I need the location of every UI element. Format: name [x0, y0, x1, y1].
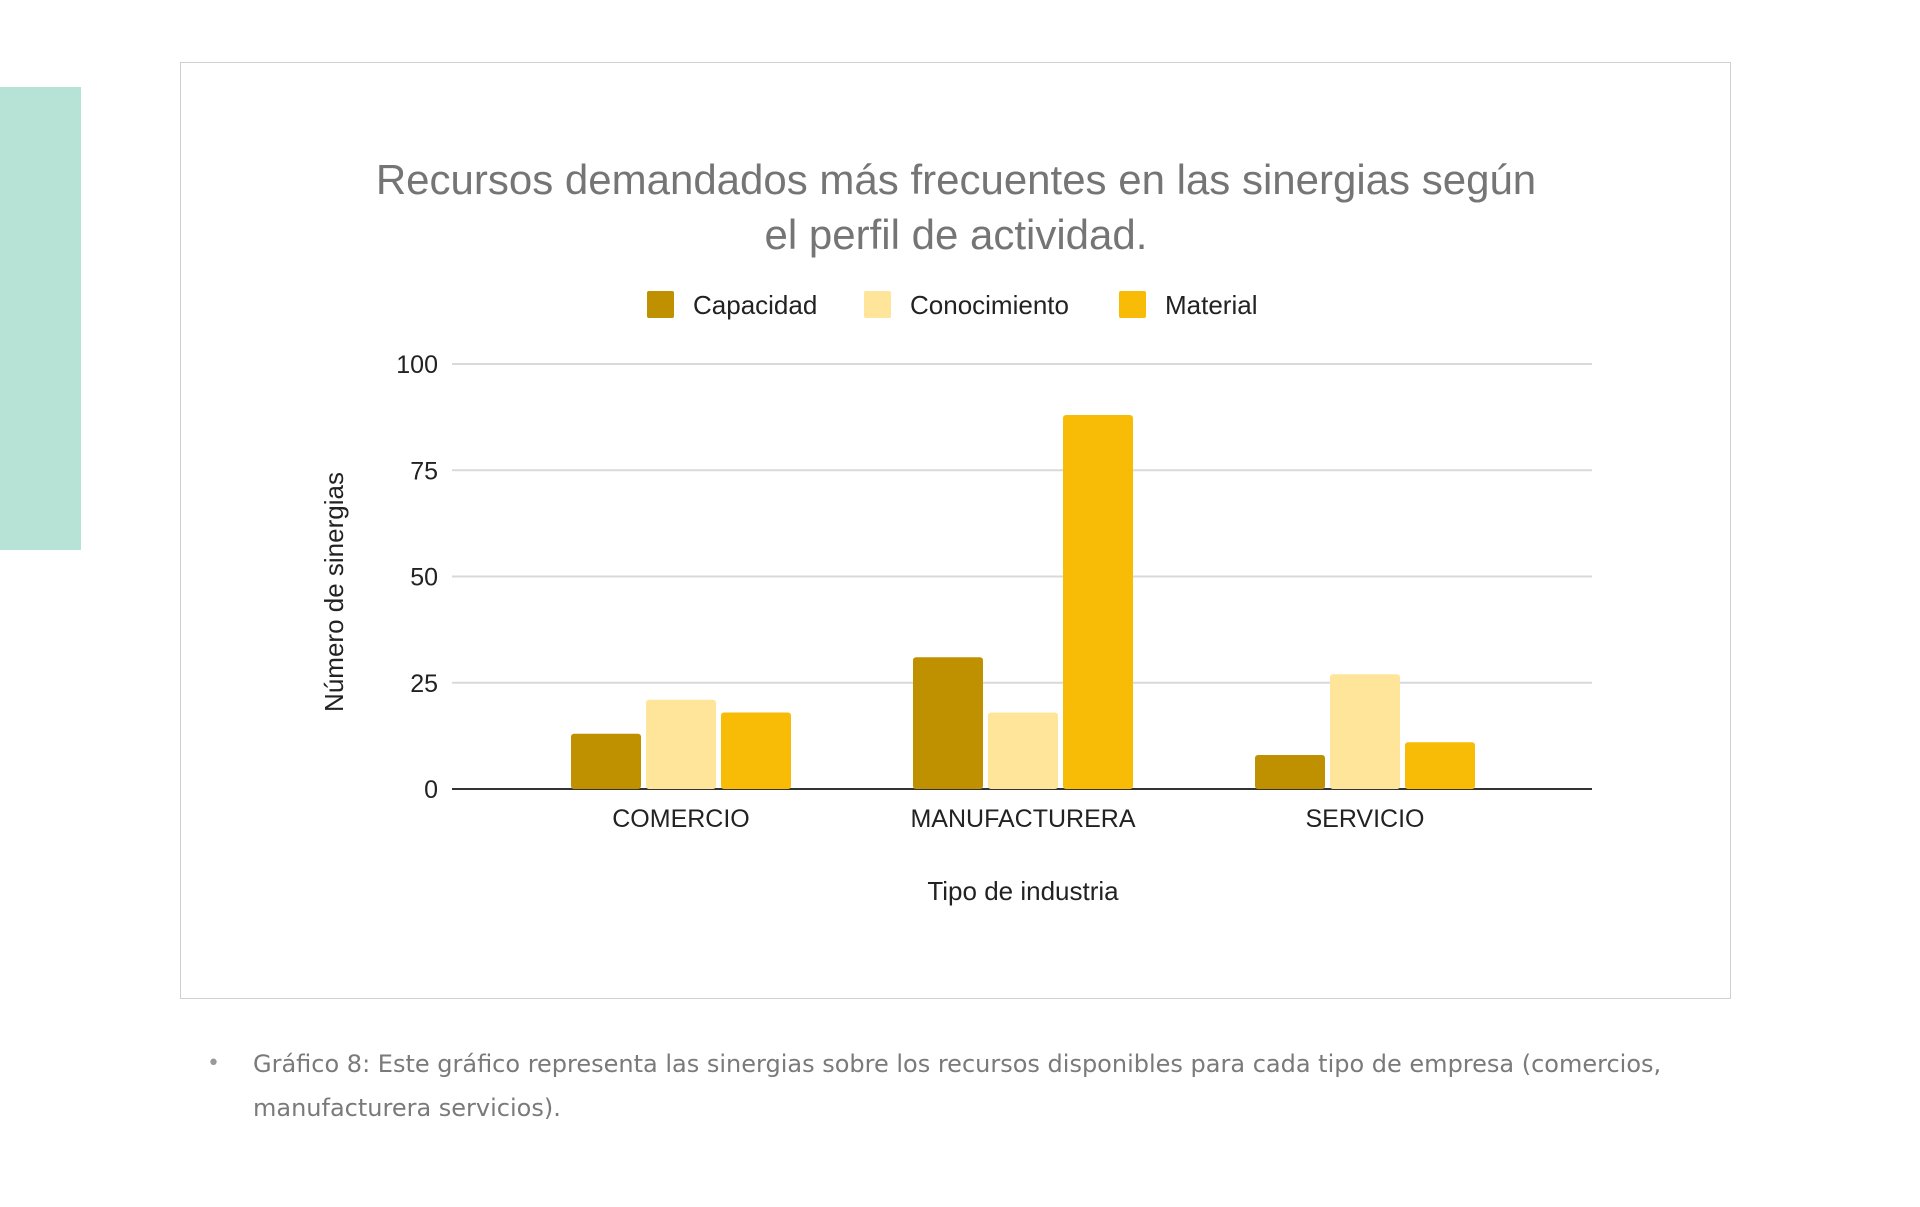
y-axis-title: Número de sinergias: [319, 472, 349, 712]
bar-servicio-capacidad: [1255, 755, 1325, 789]
legend-swatch-conocimiento: [864, 291, 891, 318]
legend-swatch-capacidad: [647, 291, 674, 318]
bar-manufacturera-conocimiento: [988, 712, 1058, 789]
legend-label: Conocimiento: [910, 290, 1069, 320]
figure-caption: Gráfico 8: Este gráfico representa las s…: [253, 1050, 1662, 1122]
bar-manufacturera-capacidad: [913, 657, 983, 789]
legend-label: Capacidad: [693, 290, 817, 320]
chart-title-line-2: el perfil de actividad.: [765, 211, 1148, 258]
caption-bullet: •: [207, 1051, 220, 1076]
chart-title-line-1: Recursos demandados más frecuentes en la…: [376, 156, 1536, 203]
chart-card: [180, 62, 1731, 999]
legend: Capacidad Conocimiento Material: [647, 290, 1257, 320]
bar-comercio-material: [721, 712, 791, 789]
y-tick-label: 75: [410, 457, 438, 485]
bar-manufacturera-material: [1063, 415, 1133, 789]
x-tick-label: SERVICIO: [1305, 805, 1424, 833]
y-tick-label: 100: [396, 351, 438, 379]
y-tick-label: 50: [410, 564, 438, 592]
x-axis-title: Tipo de industria: [927, 876, 1119, 906]
bar-comercio-capacidad: [571, 733, 641, 789]
legend-swatch-material: [1119, 291, 1146, 318]
bar-servicio-conocimiento: [1330, 674, 1400, 789]
y-tick-label: 0: [424, 776, 438, 804]
bar-comercio-conocimiento: [646, 699, 716, 789]
bar-servicio-material: [1405, 742, 1475, 789]
legend-label: Material: [1165, 290, 1257, 320]
y-tick-label: 25: [410, 670, 438, 698]
decorative-accent-bar: [0, 87, 81, 550]
x-tick-label: MANUFACTURERA: [910, 805, 1135, 833]
x-tick-label: COMERCIO: [612, 805, 750, 833]
bar-chart: Recursos demandados más frecuentes en la…: [319, 156, 1592, 906]
